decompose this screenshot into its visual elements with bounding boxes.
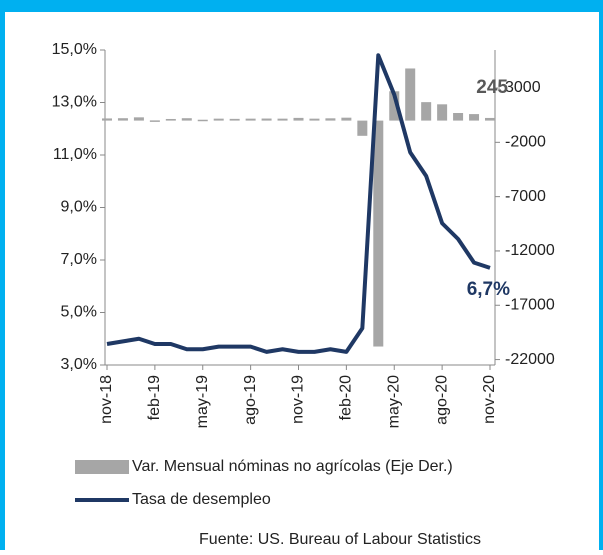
bar xyxy=(102,118,112,121)
source: Fuente: US. Bureau of Labour Statistics xyxy=(199,531,481,548)
bar xyxy=(165,118,176,121)
bar xyxy=(357,120,368,136)
legend-swatch xyxy=(75,460,129,474)
bar xyxy=(245,118,256,121)
bar xyxy=(485,117,495,121)
x-tick-label: nov-18 xyxy=(98,375,115,424)
bar xyxy=(133,117,144,121)
x-tick-label: ago-20 xyxy=(433,375,450,425)
y2-tick-label: -2000 xyxy=(505,134,546,151)
x-tick-label: nov-20 xyxy=(481,375,498,424)
bar xyxy=(229,118,240,121)
frame-top xyxy=(0,0,603,12)
bar xyxy=(341,117,352,121)
data-label: 245 xyxy=(476,77,508,98)
bar xyxy=(469,114,480,121)
y2-tick-label: -22000 xyxy=(505,351,555,368)
bar xyxy=(277,118,288,121)
y-tick-label: 9,0% xyxy=(61,199,97,216)
x-tick-label: nov-19 xyxy=(290,375,307,424)
bar xyxy=(325,118,336,121)
bar xyxy=(197,119,208,122)
bar xyxy=(293,117,304,121)
y-tick-label: 15,0% xyxy=(52,41,97,58)
line xyxy=(106,53,491,354)
x-tick-label: may-20 xyxy=(385,375,402,428)
x-tick-label: ago-19 xyxy=(242,375,259,425)
y2-tick-label: 3000 xyxy=(505,79,541,96)
bar xyxy=(389,91,400,121)
data-label: 6,7% xyxy=(467,279,510,300)
bar xyxy=(437,104,448,121)
y2-tick-label: -12000 xyxy=(505,242,555,259)
y-tick-label: 11,0% xyxy=(53,146,97,163)
x-tick-label: may-19 xyxy=(194,375,211,428)
x-tick-label: feb-19 xyxy=(146,375,163,420)
bar xyxy=(373,120,384,347)
y-tick-label: 7,0% xyxy=(61,251,97,268)
bar xyxy=(261,118,272,121)
x-tick-label: feb-20 xyxy=(338,375,355,420)
y2-tick-label: -17000 xyxy=(505,296,555,313)
y-tick-label: 3,0% xyxy=(61,356,97,373)
bar xyxy=(405,68,416,121)
bar xyxy=(309,118,320,121)
y-tick-label: 13,0% xyxy=(52,94,97,111)
legend-label: Tasa de desempleo xyxy=(132,491,271,508)
frame-left xyxy=(0,0,5,550)
bar xyxy=(421,102,432,121)
bar xyxy=(453,113,464,121)
bar xyxy=(181,118,192,121)
bar xyxy=(149,120,160,122)
bar xyxy=(213,118,224,121)
frame-right xyxy=(599,0,603,550)
bar xyxy=(117,118,128,121)
y-tick-label: 5,0% xyxy=(61,304,97,321)
y2-tick-label: -7000 xyxy=(505,188,546,205)
legend-label: Var. Mensual nóminas no agrícolas (Eje D… xyxy=(132,458,453,475)
